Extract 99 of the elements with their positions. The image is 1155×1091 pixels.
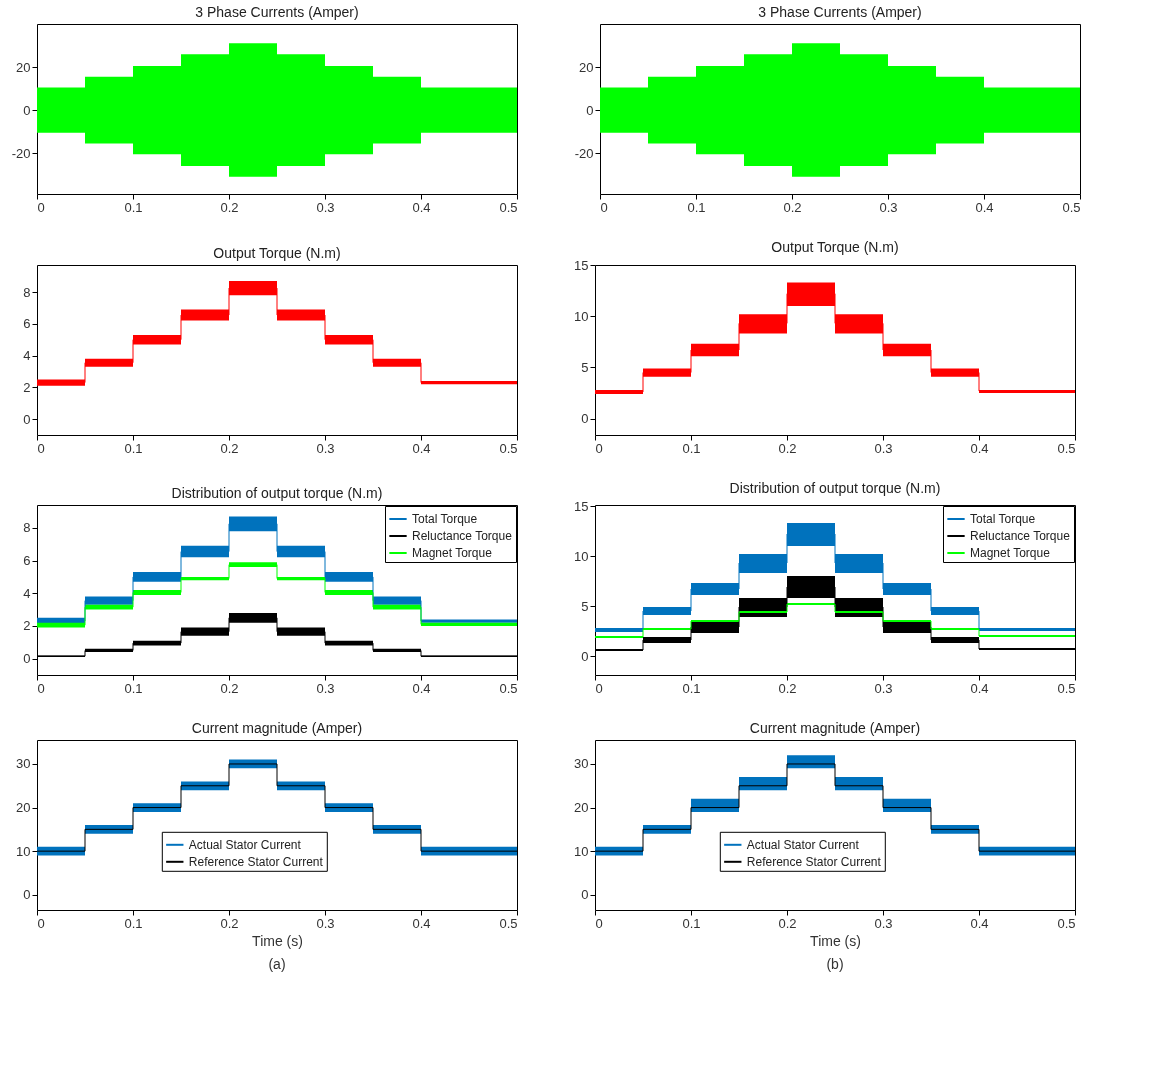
y-tick-label: 10 xyxy=(574,548,589,564)
y-tick-label: 0 xyxy=(23,887,31,903)
x-tick-label: 0.5 xyxy=(1057,915,1076,931)
legend-label: Total Torque xyxy=(970,512,1036,526)
y-tick-label: 15 xyxy=(574,498,589,514)
x-tick-label: 0.5 xyxy=(1057,440,1076,456)
y-tick-label: 0 xyxy=(581,411,589,427)
chart-title: 3 Phase Currents (Amper) xyxy=(758,4,922,20)
x-tick-label: 0.4 xyxy=(975,199,994,215)
x-tick-label: 0 xyxy=(37,915,45,931)
x-tick-label: 0.4 xyxy=(970,915,989,931)
chart-title: Distribution of output torque (N.m) xyxy=(729,480,941,496)
x-tick-label: 0.3 xyxy=(316,915,335,931)
chart-title: 3 Phase Currents (Amper) xyxy=(195,4,359,20)
x-tick-label: 0.3 xyxy=(316,440,335,456)
x-axis-title: Time (s) xyxy=(252,932,303,949)
x-tick-label: 0.4 xyxy=(412,199,431,215)
y-tick-label: 6 xyxy=(23,553,31,569)
y-tick-label: 0 xyxy=(581,648,589,664)
y-tick-label: 20 xyxy=(16,800,31,816)
y-tick-label: 0 xyxy=(581,887,589,903)
x-tick-label: 0.2 xyxy=(783,199,802,215)
y-tick-label: 15 xyxy=(574,257,589,273)
y-tick-label: 0 xyxy=(23,651,31,667)
x-tick-label: 0.5 xyxy=(499,680,518,696)
legend-label: Reluctance Torque xyxy=(970,529,1071,543)
y-tick-label: 0 xyxy=(23,102,31,118)
chart-title: Distribution of output torque (N.m) xyxy=(171,485,383,501)
x-tick-label: 0.4 xyxy=(970,440,989,456)
x-tick-label: 0.2 xyxy=(220,680,239,696)
y-tick-label: 30 xyxy=(574,756,589,772)
legend-label: Reference Stator Current xyxy=(188,854,324,869)
x-tick-label: 0.5 xyxy=(499,440,518,456)
x-tick-label: 0.2 xyxy=(778,680,797,696)
x-tick-label: 0 xyxy=(37,680,45,696)
x-tick-label: 0.4 xyxy=(970,680,989,696)
text: (a) xyxy=(268,956,286,972)
x-tick-label: 0.2 xyxy=(220,440,239,456)
x-tick-label: 0.3 xyxy=(874,915,893,931)
y-tick-label: 30 xyxy=(16,756,31,772)
y-tick-label: 6 xyxy=(23,316,31,332)
text: (b) xyxy=(826,956,844,972)
chart-title: Output Torque (N.m) xyxy=(213,245,341,261)
x-tick-label: 0.3 xyxy=(874,440,893,456)
x-tick-label: 0.4 xyxy=(412,915,431,931)
chart-title: Current magnitude (Amper) xyxy=(749,720,921,736)
x-tick-label: 0.3 xyxy=(316,199,335,215)
y-tick-label: 20 xyxy=(579,59,594,75)
x-tick-label: 0.5 xyxy=(1057,680,1076,696)
y-tick-label: -20 xyxy=(574,145,594,161)
y-tick-label: 8 xyxy=(23,284,31,300)
x-tick-label: 0.5 xyxy=(1062,199,1081,215)
x-tick-label: 0.3 xyxy=(879,199,898,215)
y-tick-label: 0 xyxy=(23,411,31,427)
y-tick-label: 10 xyxy=(574,308,589,324)
x-tick-label: 0.1 xyxy=(124,199,143,215)
y-tick-label: 5 xyxy=(581,598,589,614)
x-tick-label: 0.3 xyxy=(874,680,893,696)
x-tick-label: 0.1 xyxy=(124,680,143,696)
x-tick-label: 0.5 xyxy=(499,915,518,931)
chart-title: Output Torque (N.m) xyxy=(771,239,899,255)
y-tick-label: 2 xyxy=(23,379,31,395)
y-tick-label: 2 xyxy=(23,618,31,634)
y-tick-label: 8 xyxy=(23,520,31,536)
legend-label: Magnet Torque xyxy=(970,546,1051,560)
legend-label: Magnet Torque xyxy=(412,546,493,560)
legend-label: Reference Stator Current xyxy=(746,854,882,869)
y-tick-label: 4 xyxy=(23,585,31,601)
y-tick-label: 20 xyxy=(574,800,589,816)
x-tick-label: 0.1 xyxy=(124,915,143,931)
x-tick-label: 0 xyxy=(37,440,45,456)
x-axis-title: Time (s) xyxy=(810,932,861,949)
x-tick-label: 0.1 xyxy=(682,915,701,931)
x-tick-label: 0.4 xyxy=(412,680,431,696)
y-tick-label: 4 xyxy=(23,348,31,364)
x-tick-label: 0.2 xyxy=(220,199,239,215)
chart-title: Current magnitude (Amper) xyxy=(191,720,363,736)
x-tick-label: 0.2 xyxy=(778,915,797,931)
y-tick-label: 10 xyxy=(16,843,31,859)
x-tick-label: 0.1 xyxy=(682,680,701,696)
x-tick-label: 0 xyxy=(37,199,45,215)
x-tick-label: 0.3 xyxy=(316,680,335,696)
y-tick-label: 20 xyxy=(16,59,31,75)
legend-label: Actual Stator Current xyxy=(188,837,302,852)
y-tick-label: 5 xyxy=(581,359,589,375)
x-tick-label: 0.1 xyxy=(687,199,706,215)
y-tick-label: -20 xyxy=(11,145,31,161)
x-tick-label: 0.1 xyxy=(682,440,701,456)
x-tick-label: 0.1 xyxy=(124,440,143,456)
x-tick-label: 0.2 xyxy=(778,440,797,456)
y-tick-label: 0 xyxy=(586,102,594,118)
legend-label: Total Torque xyxy=(412,512,478,526)
legend-label: Reluctance Torque xyxy=(412,529,513,543)
x-tick-label: 0 xyxy=(600,199,608,215)
legend-label: Actual Stator Current xyxy=(746,837,860,852)
x-tick-label: 0.4 xyxy=(412,440,431,456)
x-tick-label: 0.5 xyxy=(499,199,518,215)
x-tick-label: 0.2 xyxy=(220,915,239,931)
y-tick-label: 10 xyxy=(574,843,589,859)
